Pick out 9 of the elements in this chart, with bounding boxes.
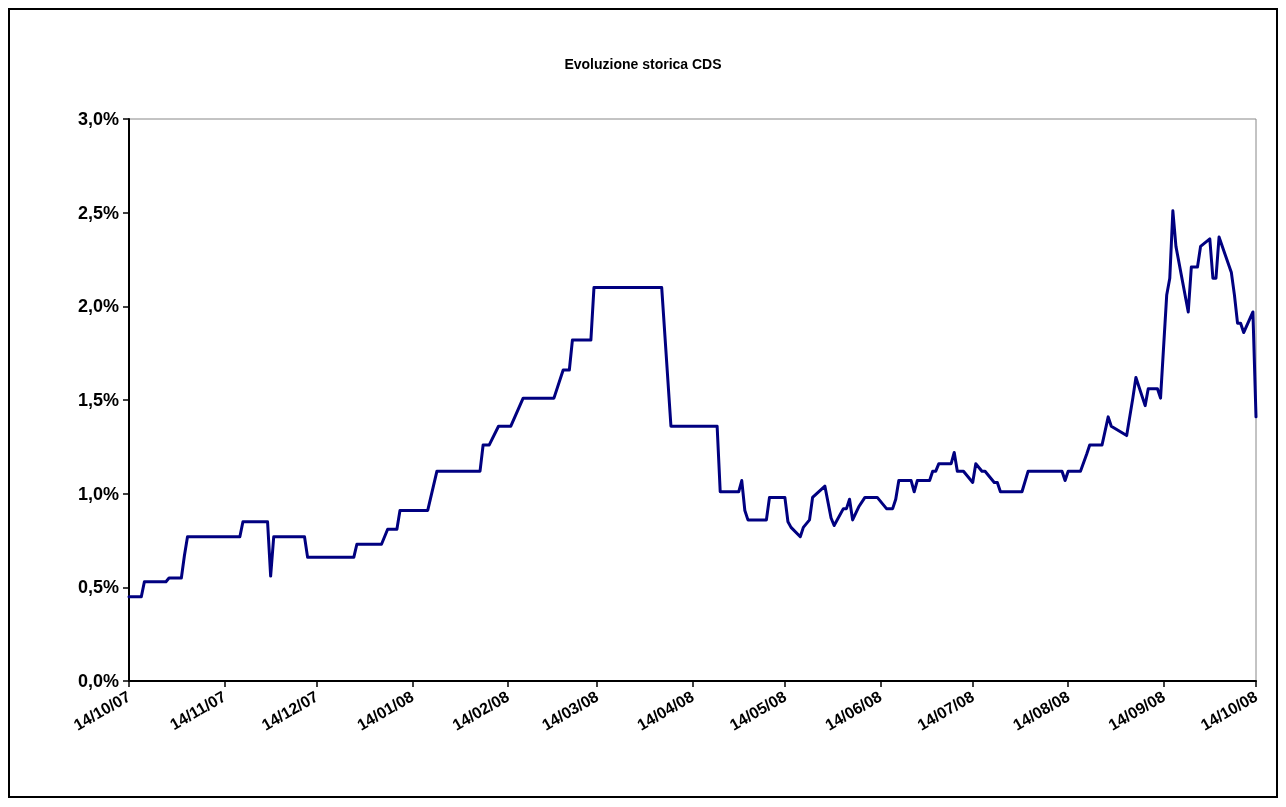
y-tick-label: 3,0% bbox=[77, 109, 119, 129]
y-tick-label: 0,0% bbox=[77, 671, 119, 691]
y-tick-label: 2,0% bbox=[77, 296, 119, 317]
y-tick-label: 2,5% bbox=[77, 202, 119, 223]
line-series bbox=[127, 209, 1258, 599]
y-tick-label: 1,5% bbox=[77, 390, 119, 410]
y-tick-label: 1,0% bbox=[77, 483, 119, 504]
chart-title: Evoluzione storica CDS bbox=[564, 56, 722, 72]
y-tick-label: 0,5% bbox=[77, 577, 119, 598]
